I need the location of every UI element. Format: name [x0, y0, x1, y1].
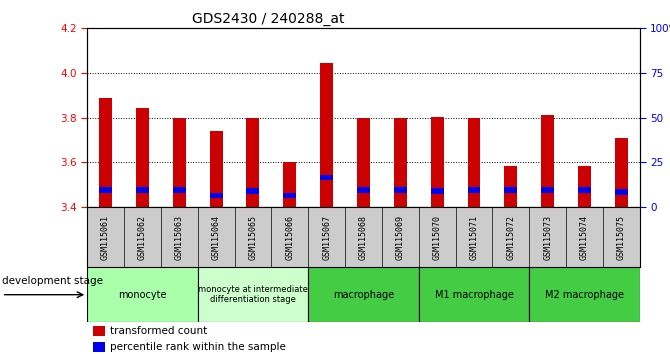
Text: GSM115070: GSM115070 — [433, 215, 442, 260]
Bar — [136, 187, 149, 193]
Text: transformed count: transformed count — [111, 326, 208, 336]
Text: GSM115065: GSM115065 — [249, 215, 257, 260]
Bar — [431, 116, 444, 207]
Text: percentile rank within the sample: percentile rank within the sample — [111, 342, 286, 352]
Bar — [92, 342, 105, 352]
Text: GSM115072: GSM115072 — [507, 215, 515, 260]
Bar — [578, 166, 591, 207]
Bar — [394, 118, 407, 207]
Bar — [357, 118, 370, 207]
Bar — [247, 188, 259, 194]
Text: GSM115074: GSM115074 — [580, 215, 589, 260]
Text: GSM115073: GSM115073 — [543, 215, 552, 260]
Text: monocyte: monocyte — [118, 290, 167, 300]
Bar — [394, 187, 407, 193]
Bar — [541, 115, 554, 207]
Bar — [468, 187, 480, 193]
Bar — [99, 187, 112, 193]
Text: monocyte at intermediate
differentiation stage: monocyte at intermediate differentiation… — [198, 285, 308, 304]
Bar — [320, 63, 333, 207]
Text: GSM115061: GSM115061 — [101, 215, 110, 260]
Text: development stage: development stage — [2, 276, 103, 286]
Bar — [92, 326, 105, 336]
Text: GSM115066: GSM115066 — [285, 215, 294, 260]
Bar — [578, 187, 591, 193]
Bar — [283, 162, 296, 207]
Bar — [283, 193, 296, 198]
Bar — [505, 187, 517, 193]
Bar — [99, 98, 112, 207]
Bar — [468, 118, 480, 207]
Text: GDS2430 / 240288_at: GDS2430 / 240288_at — [192, 12, 344, 27]
Text: macrophage: macrophage — [333, 290, 394, 300]
Text: GSM115062: GSM115062 — [138, 215, 147, 260]
Bar — [615, 189, 628, 195]
Text: M1 macrophage: M1 macrophage — [435, 290, 513, 300]
Bar — [615, 138, 628, 207]
Bar — [173, 118, 186, 207]
Text: M2 macrophage: M2 macrophage — [545, 290, 624, 300]
FancyBboxPatch shape — [87, 267, 198, 322]
Text: GSM115071: GSM115071 — [470, 215, 478, 260]
Text: GSM115068: GSM115068 — [359, 215, 368, 260]
Text: GSM115075: GSM115075 — [617, 215, 626, 260]
Bar — [173, 187, 186, 193]
Bar — [210, 193, 222, 198]
Bar — [136, 108, 149, 207]
Text: GSM115063: GSM115063 — [175, 215, 184, 260]
Bar — [505, 166, 517, 207]
FancyBboxPatch shape — [198, 267, 308, 322]
Text: GSM115069: GSM115069 — [396, 215, 405, 260]
Bar — [210, 131, 222, 207]
Bar — [431, 188, 444, 194]
Text: GSM115064: GSM115064 — [212, 215, 220, 260]
FancyBboxPatch shape — [529, 267, 640, 322]
Bar — [247, 118, 259, 207]
FancyBboxPatch shape — [308, 267, 419, 322]
Text: GSM115067: GSM115067 — [322, 215, 331, 260]
Bar — [357, 187, 370, 193]
FancyBboxPatch shape — [419, 267, 529, 322]
Bar — [320, 175, 333, 180]
Bar — [541, 187, 554, 193]
